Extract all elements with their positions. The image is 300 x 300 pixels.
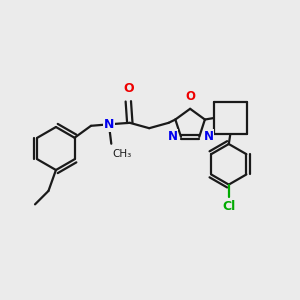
Text: N: N xyxy=(167,130,177,143)
Text: O: O xyxy=(123,82,134,95)
Text: N: N xyxy=(104,118,114,131)
Text: N: N xyxy=(203,130,213,143)
Text: O: O xyxy=(185,90,195,104)
Text: CH₃: CH₃ xyxy=(113,149,132,159)
Text: Cl: Cl xyxy=(222,200,236,213)
